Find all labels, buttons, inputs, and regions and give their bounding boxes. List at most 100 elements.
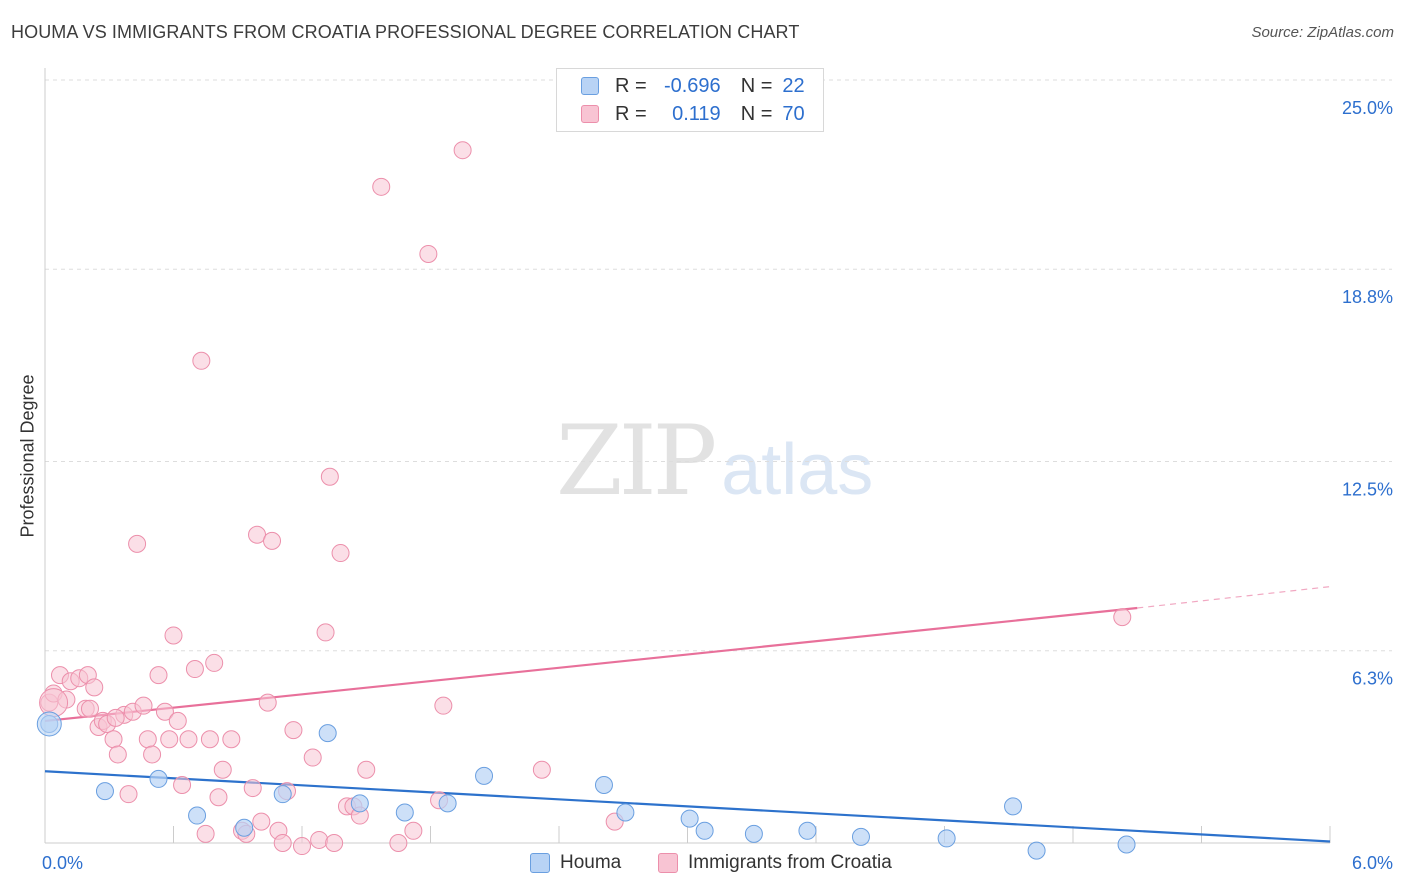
data-point-houma [1004, 797, 1023, 816]
chart-title: HOUMA VS IMMIGRANTS FROM CROATIA PROFESS… [11, 22, 800, 42]
data-point-croatia [164, 626, 183, 645]
legend-swatch-croatia [581, 105, 599, 123]
data-point-houma [744, 824, 763, 843]
data-point-houma [318, 724, 337, 743]
legend-r-label: R = [615, 74, 647, 97]
data-point-croatia [108, 745, 127, 764]
legend-r-value: -0.696 [663, 74, 721, 97]
data-point-croatia [1113, 608, 1132, 627]
axes [44, 68, 1331, 844]
trend-line-croatia [44, 606, 1138, 723]
data-point-croatia [453, 141, 472, 160]
y-tick-label: 25.0% [1342, 98, 1393, 118]
data-point-croatia [106, 708, 125, 727]
data-point-houma [937, 829, 956, 848]
data-point-croatia [284, 721, 303, 740]
data-point-houma [695, 821, 714, 840]
bottom-legend-houma: Houma [530, 852, 621, 874]
data-point-croatia [173, 776, 192, 795]
legend-n-value: 70 [782, 102, 805, 125]
source-credit: Source: ZipAtlas.com [1251, 24, 1394, 41]
data-point-croatia [303, 748, 322, 767]
legend-row-houma: R = -0.696 N = 22 [581, 73, 805, 99]
data-point-croatia [185, 660, 204, 679]
data-point-croatia [310, 830, 329, 849]
data-point-croatia [263, 531, 282, 550]
data-point-houma [475, 766, 494, 785]
y-tick-label: 12.5% [1342, 480, 1393, 500]
data-point-croatia [222, 730, 241, 749]
data-point-croatia [419, 244, 438, 263]
bottom-legend-swatch-croatia [658, 853, 678, 873]
data-point-croatia [532, 760, 551, 779]
data-point-croatia [248, 525, 267, 544]
data-point-croatia [213, 760, 232, 779]
data-point-croatia [243, 779, 262, 798]
data-point-houma [395, 803, 414, 822]
data-point-croatia [258, 693, 277, 712]
data-point-croatia [168, 711, 187, 730]
data-point-croatia [104, 730, 123, 749]
bottom-legend-swatch-houma [530, 853, 550, 873]
data-point-croatia [325, 834, 344, 852]
data-point-houma [1027, 841, 1046, 860]
data-point-croatia [434, 696, 453, 715]
data-point-croatia [320, 467, 339, 486]
bottom-legend-label-houma: Houma [560, 852, 622, 873]
data-point-houma [438, 794, 457, 813]
data-point-houma [851, 827, 870, 846]
data-point-houma [594, 776, 613, 795]
series-croatia-points [39, 141, 1132, 856]
data-point-croatia [389, 834, 408, 852]
data-point-croatia [192, 351, 211, 370]
x-tick-label: 0.0% [42, 853, 83, 873]
data-point-croatia [138, 730, 157, 749]
data-point-croatia [293, 837, 311, 856]
y-tick-label: 18.8% [1342, 287, 1393, 307]
data-point-croatia [128, 534, 147, 553]
data-point-houma [1117, 835, 1136, 854]
data-point-houma [798, 821, 817, 840]
data-point-croatia [205, 653, 224, 672]
watermark-atlas: atlas [721, 430, 874, 510]
data-point-houma [616, 803, 635, 822]
data-point-croatia [357, 760, 376, 779]
trend-lines [44, 586, 1331, 843]
legend-r-label: R = [615, 102, 647, 125]
correlation-legend: R = -0.696 N = 22 R = 0.119 N = 70 [556, 68, 824, 132]
grid-lines [45, 79, 1392, 652]
data-point-croatia [119, 785, 138, 804]
data-point-croatia [149, 666, 168, 685]
series-houma-points [36, 711, 1136, 860]
data-point-houma [273, 785, 292, 804]
data-point-croatia [252, 812, 271, 831]
legend-n-label: N = [740, 102, 773, 125]
legend-r-value: 0.119 [672, 102, 721, 125]
data-point-houma [149, 769, 168, 788]
data-point-croatia [316, 623, 335, 642]
data-point-croatia [273, 834, 292, 852]
data-point-croatia [404, 821, 423, 840]
data-point-houma [235, 818, 254, 837]
bottom-legend-label-croatia: Immigrants from Croatia [688, 852, 892, 873]
data-point-croatia [160, 730, 179, 749]
legend-n-value: 22 [782, 74, 805, 97]
legend-n-label: N = [740, 74, 773, 97]
data-point-croatia [134, 696, 153, 715]
data-point-houma [350, 794, 369, 813]
data-point-croatia [80, 699, 99, 718]
y-axis-label: Professional Degree [17, 374, 38, 538]
y-tick-label: 6.3% [1352, 669, 1393, 689]
data-point-houma [680, 809, 699, 828]
legend-row-croatia: R = 0.119 N = 70 [581, 101, 805, 127]
x-tick-label: 6.0% [1352, 853, 1393, 873]
tick-labels: 6.3% 12.5% 18.8% 25.0% 0.0% 6.0% [42, 98, 1393, 873]
bottom-legend-croatia: Immigrants from Croatia [658, 852, 892, 874]
data-point-croatia [331, 544, 350, 563]
data-point-croatia [196, 824, 215, 843]
data-point-houma [36, 711, 62, 737]
data-point-croatia [200, 730, 219, 749]
data-point-croatia [209, 788, 228, 807]
trend-line-croatia-extension [1137, 586, 1331, 609]
